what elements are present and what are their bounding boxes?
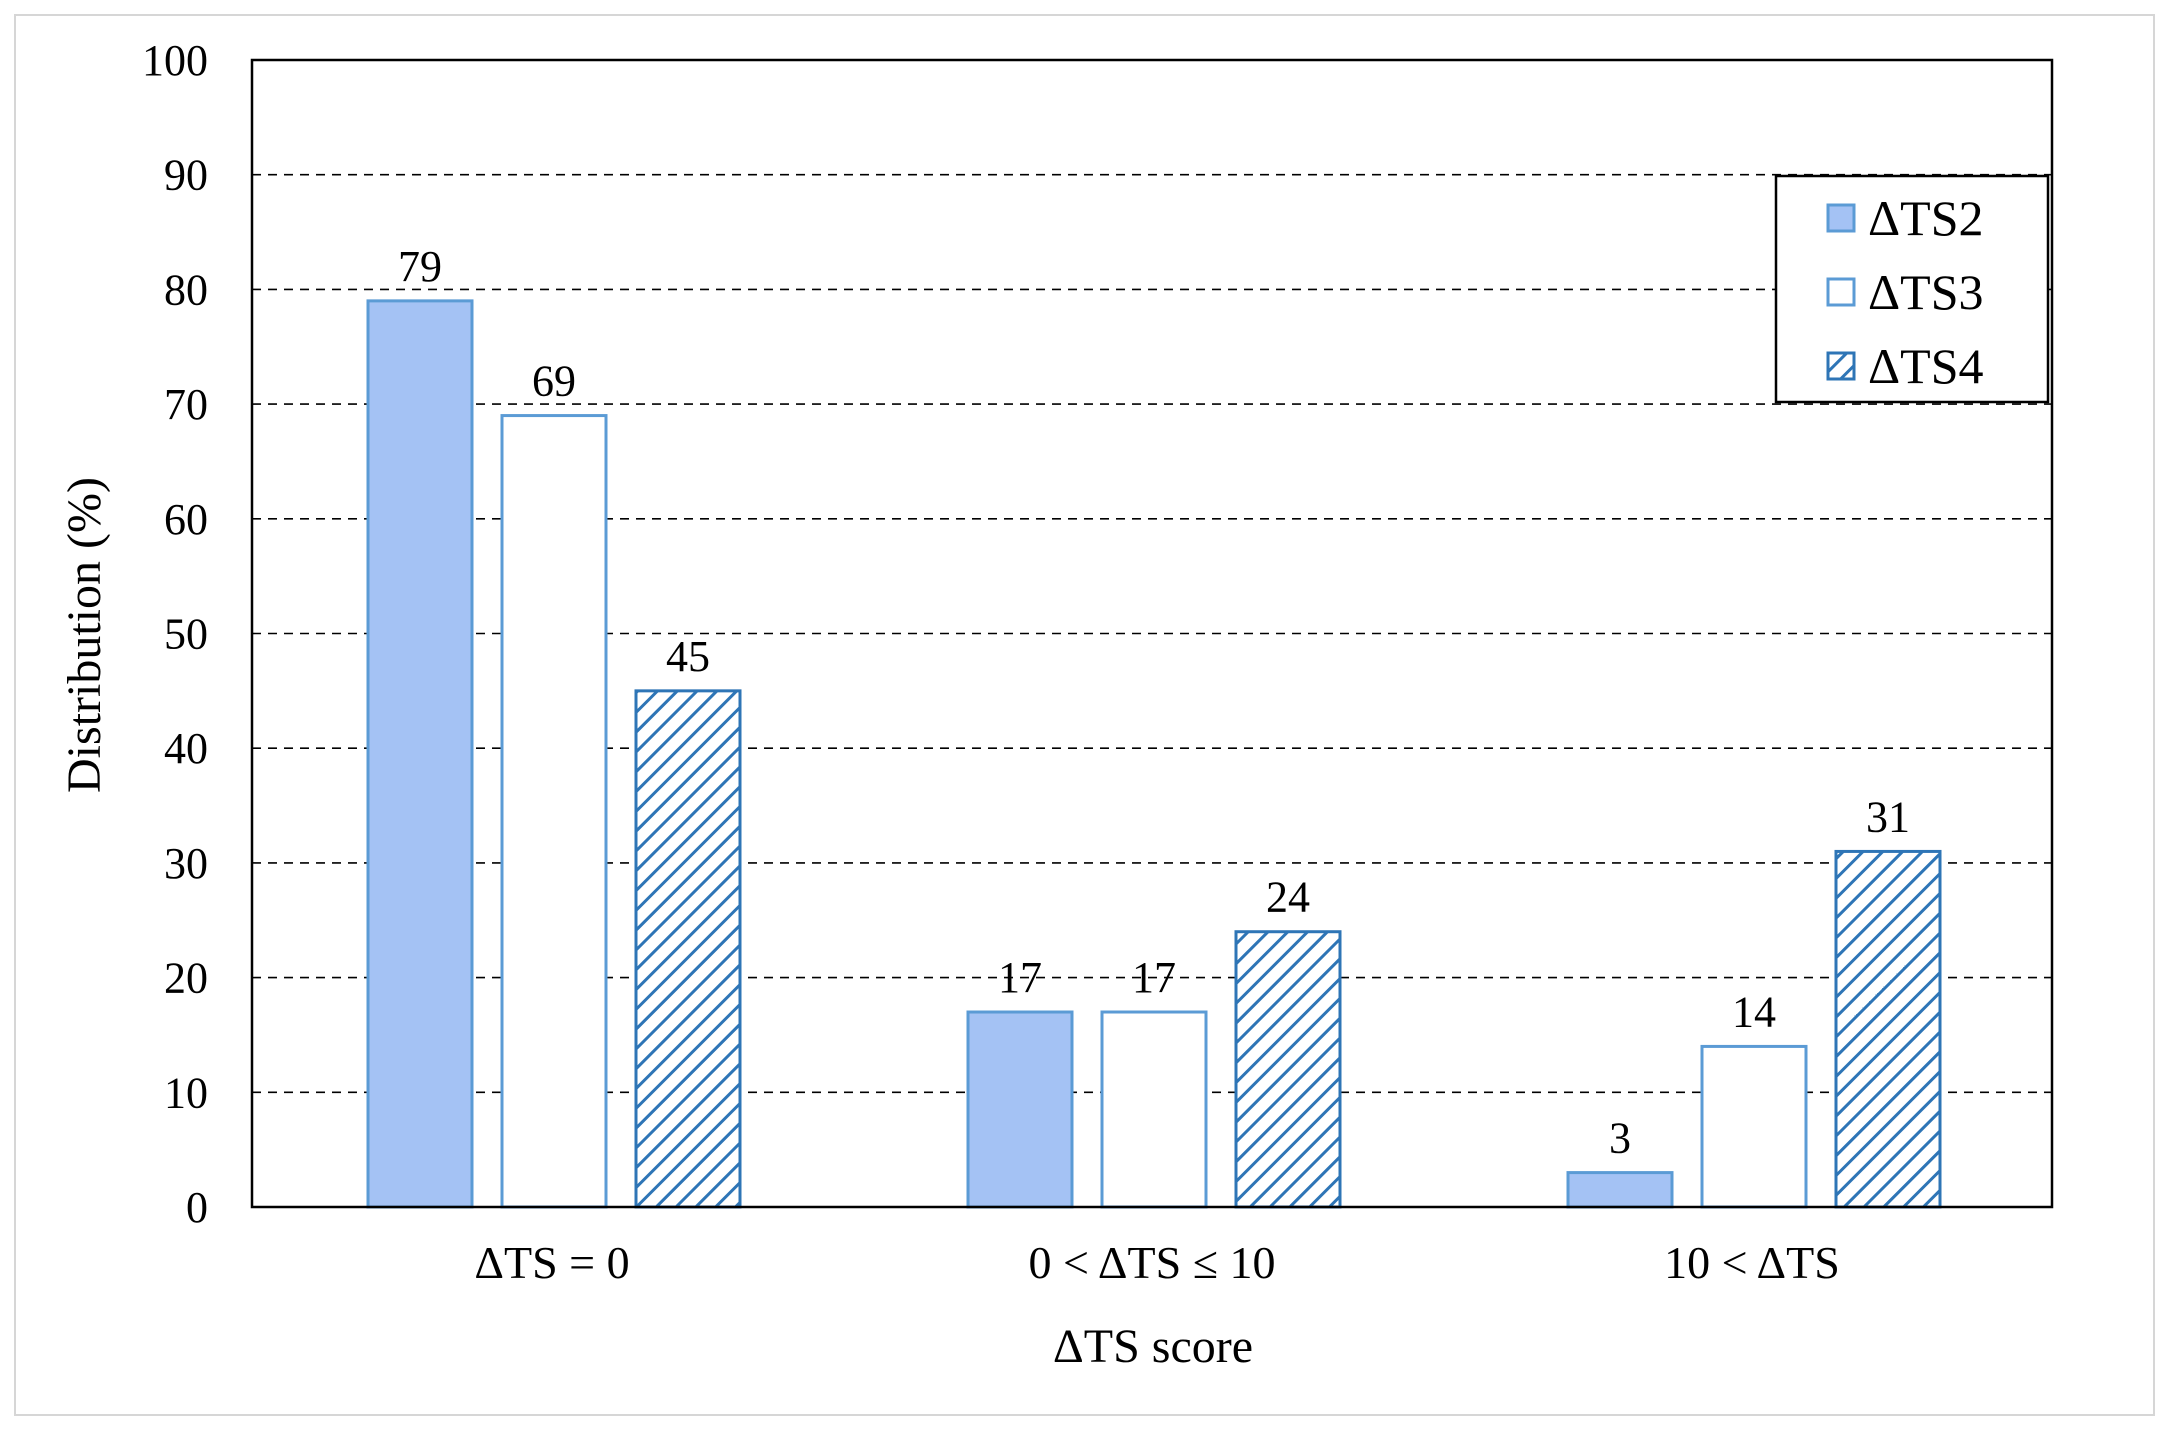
data-label: 3 xyxy=(1609,1114,1631,1163)
y-tick-label: 20 xyxy=(164,954,208,1003)
legend: ΔTS2 ΔTS3 ΔTS4 xyxy=(1774,174,2050,404)
x-axis-title: ΔTS score xyxy=(1053,1320,1253,1373)
y-tick-label: 10 xyxy=(164,1068,208,1117)
y-tick-label: 40 xyxy=(164,724,208,773)
legend-label: ΔTS4 xyxy=(1868,338,1984,394)
legend-label: ΔTS2 xyxy=(1868,190,1984,246)
data-label: 24 xyxy=(1266,873,1310,922)
bars xyxy=(366,299,1942,1209)
data-label: 31 xyxy=(1866,792,1910,841)
x-tick-label: ΔTS = 0 xyxy=(474,1237,629,1288)
x-tick-label: 0 < ΔTS ≤ 10 xyxy=(1029,1237,1276,1288)
y-tick-label: 80 xyxy=(164,265,208,314)
legend-swatch xyxy=(1826,277,1856,307)
data-label: 69 xyxy=(532,357,576,406)
data-label: 14 xyxy=(1732,987,1776,1036)
bar-TS3-0 xyxy=(500,414,608,1209)
bar-TS4-1 xyxy=(1234,930,1342,1209)
data-label: 17 xyxy=(998,953,1042,1002)
y-tick-label: 50 xyxy=(164,610,208,659)
axes xyxy=(250,58,2054,1209)
y-tick-label: 0 xyxy=(186,1183,208,1232)
bar-TS4-2 xyxy=(1834,849,1942,1209)
bar-TS3-1 xyxy=(1100,1010,1208,1209)
data-label: 79 xyxy=(398,242,442,291)
y-tick-label: 100 xyxy=(142,36,208,85)
x-tick-label: 10 < ΔTS xyxy=(1664,1237,1840,1288)
y-tick-label: 30 xyxy=(164,839,208,888)
y-tick-label: 60 xyxy=(164,495,208,544)
data-label: 45 xyxy=(666,632,710,681)
bar-TS2-2 xyxy=(1566,1171,1674,1209)
data-label: 17 xyxy=(1132,953,1176,1002)
bar-TS2-1 xyxy=(966,1010,1074,1209)
legend-label: ΔTS3 xyxy=(1868,264,1984,320)
y-tick-label: 90 xyxy=(164,151,208,200)
legend-swatch xyxy=(1826,203,1856,233)
bar-TS3-2 xyxy=(1700,1044,1808,1209)
bar-TS2-0 xyxy=(366,299,474,1209)
legend-box xyxy=(1774,174,2050,404)
y-axis-title: Distribution (%) xyxy=(58,477,111,793)
y-tick-label: 70 xyxy=(164,380,208,429)
legend-swatch xyxy=(1826,351,1856,381)
plot-border xyxy=(250,58,2054,1209)
labels: 0 10 20 30 40 50 60 70 80 90 100 79 69 45 ΔTS = 0 17 17 2… xyxy=(142,36,1910,1288)
bar-TS4-0 xyxy=(634,689,742,1209)
